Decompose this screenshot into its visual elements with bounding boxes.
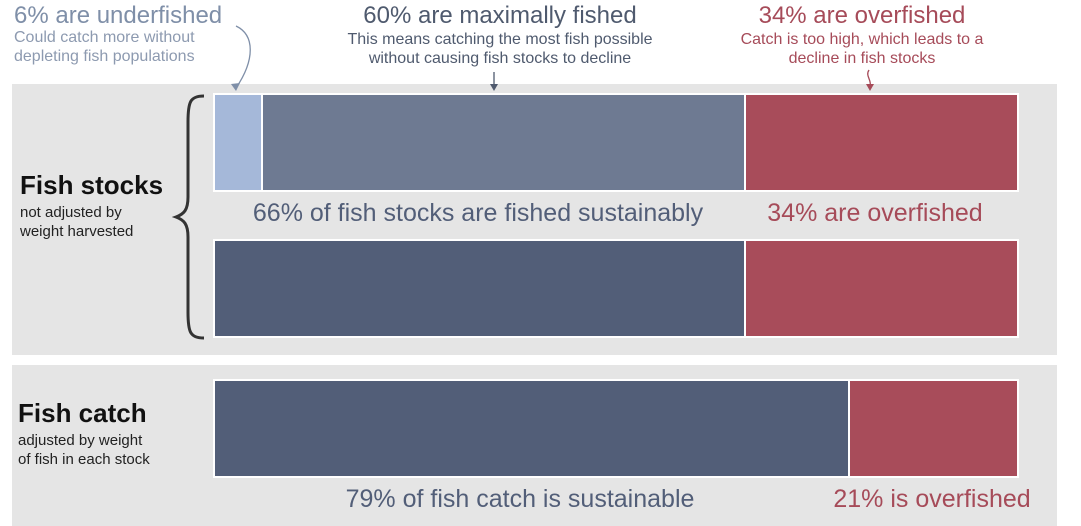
overfished-line1: Catch is too high, which leads to a — [740, 31, 984, 48]
bar-segment-overfished — [743, 239, 1019, 338]
catch-overfished-label: 21% is overfished — [833, 485, 1031, 513]
annotation-arrows — [231, 25, 874, 91]
fish-catch-title: Fish catch — [18, 398, 147, 428]
bar-segment-overfished — [743, 93, 1019, 192]
overfished-line2: decline in fish stocks — [788, 50, 936, 67]
bar-segment-maximally-fished — [261, 93, 746, 192]
underfished-line2: depleting fish populations — [14, 48, 195, 65]
fish-catch-line1: adjusted by weight — [18, 432, 143, 449]
fish-stocks-line2: weight harvested — [20, 223, 134, 240]
bar-segment-overfished — [848, 379, 1019, 478]
overfished-title: 34% are overfished — [758, 2, 966, 29]
overfished-arrowhead — [866, 84, 874, 91]
bar-segment-sustainable — [213, 379, 851, 478]
bar-segment-sustainable — [213, 239, 746, 338]
underfished-arrow — [235, 25, 251, 89]
overfished-arrow — [867, 69, 872, 87]
catch-sustainable-label: 79% of fish catch is sustainable — [345, 485, 695, 513]
maximally-title: 60% are maximally fished — [363, 2, 637, 29]
brace-icon — [171, 94, 205, 340]
stocks-overfished-label: 34% are overfished — [767, 199, 983, 227]
underfished-line1: Could catch more without — [14, 29, 195, 46]
fish-stocks-title: Fish stocks — [20, 170, 164, 200]
fish-stocks-line1: not adjusted by — [20, 204, 122, 221]
stocks-sustainable-label: 66% of fish stocks are fished sustainabl… — [252, 199, 704, 227]
bar-segment-underfished — [213, 93, 264, 192]
fish-catch-line2: of fish in each stock — [18, 451, 150, 468]
maximally-line1: This means catching the most fish possib… — [347, 31, 653, 48]
maximally-line2: without causing fish stocks to decline — [368, 50, 632, 67]
underfished-arrowhead — [231, 83, 240, 91]
maximally-arrowhead — [490, 84, 498, 91]
underfished-title: 6% are underfished — [14, 2, 223, 29]
